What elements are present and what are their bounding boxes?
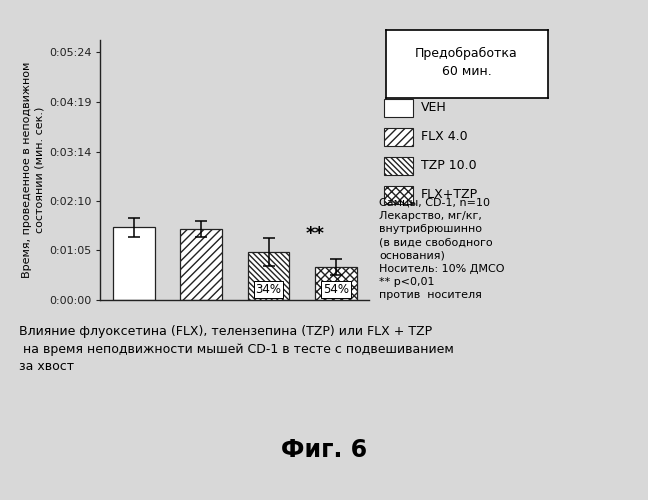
Text: Предобработка
60 мин.: Предобработка 60 мин. [415,47,518,78]
Y-axis label: Время, проведенное в неподвижном
состоянии (мин. сек.): Время, проведенное в неподвижном состоян… [22,62,45,278]
Bar [180,229,222,300]
Text: FLX+TZP: FLX+TZP [421,188,478,202]
Bar [384,186,413,204]
Text: Фиг. 6: Фиг. 6 [281,438,367,462]
Bar [315,267,356,300]
Text: **: ** [306,224,325,242]
Text: VEH: VEH [421,102,446,114]
Text: TZP 10.0: TZP 10.0 [421,160,476,172]
Text: 54%: 54% [323,283,349,296]
Bar [113,228,155,300]
Text: Самцы, CD-1, n=10
Лекарство, мг/кг,
внутрибрюшинно
(в виде свободного
основания): Самцы, CD-1, n=10 Лекарство, мг/кг, внут… [379,198,505,300]
Bar [384,99,413,117]
Text: 34%: 34% [255,283,281,296]
Text: FLX 4.0: FLX 4.0 [421,130,467,143]
Bar [384,128,413,146]
Bar [248,252,290,300]
Text: Влияние флуоксетина (FLX), телензепина (TZP) или FLX + TZP
 на время неподвижнос: Влияние флуоксетина (FLX), телензепина (… [19,325,454,373]
Bar [384,157,413,175]
